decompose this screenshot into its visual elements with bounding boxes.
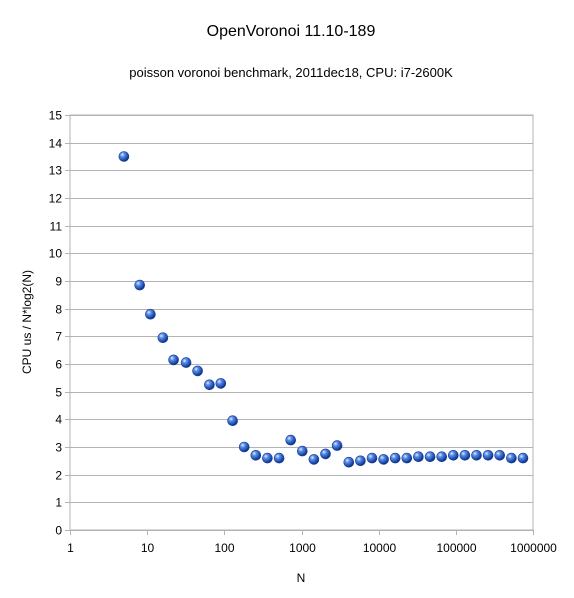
x-tick-label: 10 [141, 541, 155, 555]
data-point [250, 449, 262, 461]
data-point [157, 332, 169, 344]
data-point [273, 452, 285, 464]
x-axis-label: N [297, 571, 306, 585]
y-tick-label: 14 [49, 137, 63, 151]
y-tick-label: 11 [50, 220, 63, 234]
data-point [343, 456, 355, 468]
x-tick-label: 100 [214, 541, 234, 555]
y-tick-label: 6 [55, 358, 62, 372]
data-point [459, 449, 471, 461]
data-point [401, 452, 413, 464]
y-tick-label: 10 [49, 247, 63, 261]
plot-area [69, 114, 534, 531]
chart-title: OpenVoronoi 11.10-189 [207, 23, 376, 40]
data-point [227, 415, 238, 427]
y-tick-label: 13 [49, 164, 63, 178]
data-point [262, 452, 273, 464]
data-point [180, 357, 192, 368]
data-point [471, 449, 482, 461]
data-point [355, 455, 366, 467]
data-point [204, 379, 215, 391]
y-tick-label: 15 [49, 109, 63, 123]
x-tick-label: 1 [67, 541, 74, 555]
y-tick-label: 0 [55, 524, 62, 538]
data-point [285, 434, 297, 446]
y-axis-label: CPU us / N*log2(N) [20, 270, 34, 374]
data-point [145, 308, 156, 320]
chart-subtitle: poisson voronoi benchmark, 2011dec18, CP… [129, 65, 453, 80]
data-point [413, 451, 424, 463]
y-tick-label: 12 [49, 192, 63, 206]
data-point [168, 354, 179, 366]
data-point [320, 448, 331, 460]
data-point [517, 452, 529, 464]
x-axis-ticks: 1 10 100 1000 10000 100000 1000000 [67, 530, 557, 555]
data-point [366, 452, 378, 464]
grid-lines [70, 115, 533, 531]
y-tick-label: 2 [55, 469, 62, 483]
data-point [506, 452, 517, 464]
data-point [436, 451, 448, 463]
y-tick-label: 8 [55, 303, 62, 317]
y-tick-label: 3 [55, 441, 62, 455]
y-tick-label: 4 [55, 413, 62, 427]
y-tick-label: 9 [55, 275, 62, 289]
data-point [192, 365, 203, 377]
data-point [378, 454, 389, 465]
data-point [134, 279, 145, 291]
data-point [447, 449, 459, 461]
data-point [296, 445, 308, 457]
y-tick-label: 7 [55, 330, 62, 344]
x-tick-label: 10000 [363, 541, 397, 555]
data-points [118, 151, 529, 468]
y-tick-label: 1 [55, 496, 62, 510]
x-tick-label: 1000 [289, 541, 316, 555]
data-point [238, 441, 250, 453]
data-point [308, 454, 320, 465]
data-point [215, 378, 227, 389]
data-point [424, 451, 436, 463]
data-point [118, 151, 130, 162]
x-tick-label: 1000000 [510, 541, 557, 555]
y-tick-label: 5 [55, 386, 62, 400]
data-point [482, 449, 494, 461]
data-point [389, 452, 401, 464]
data-point [331, 440, 343, 451]
x-tick-label: 100000 [436, 541, 476, 555]
data-point [494, 449, 506, 461]
